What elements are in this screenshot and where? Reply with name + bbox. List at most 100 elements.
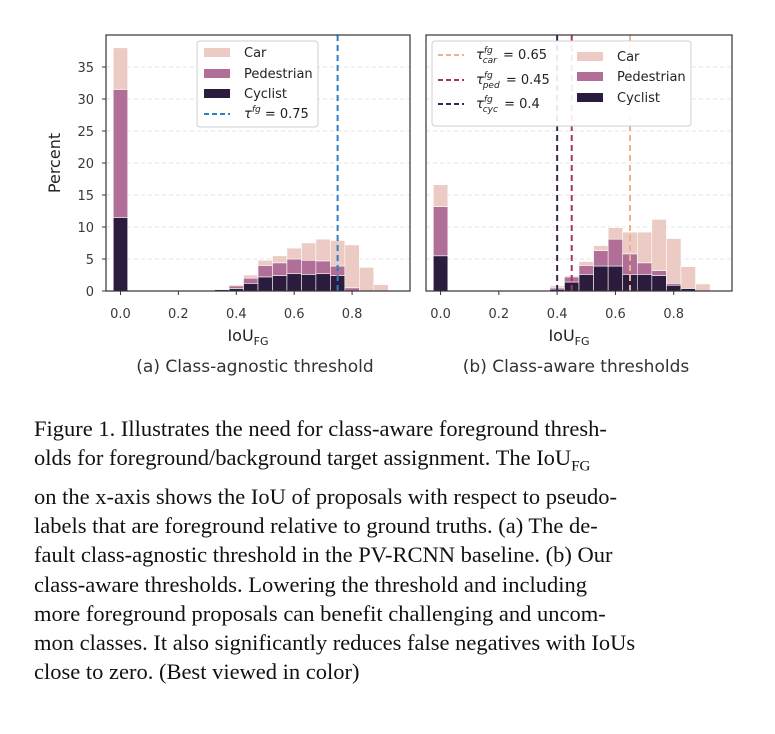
- bar-pedestrian: [215, 289, 229, 290]
- y-tick-label: 20: [77, 157, 94, 172]
- caption-line-5: fault class-agnostic threshold in the PV…: [34, 540, 742, 569]
- bar-car: [330, 240, 344, 266]
- x-tick-label: 0.0: [110, 307, 131, 322]
- figure-1: 0.0 0.2 0.4 0.6 0.8 0 5 10 15 20 25 30 35 IoUFG Percen…: [0, 0, 775, 400]
- bar-car: [359, 267, 373, 291]
- legend: τfg car = 0.65 τfg ped = 0.45 τfg cyc = 0.4 Ca…: [432, 41, 691, 126]
- bar-cyclist: [594, 266, 609, 291]
- bar-cyclist: [637, 274, 652, 291]
- caption-math-iou: IoU: [536, 445, 571, 470]
- bar-pedestrian: [287, 259, 301, 274]
- figure-caption: Figure 1. Illustrates the need for class…: [34, 414, 742, 686]
- legend-label-car: Car: [617, 50, 640, 65]
- x-tick-label: 0.0: [430, 307, 451, 322]
- x-axis-label: IoUFG: [227, 326, 268, 348]
- bar-car: [681, 267, 696, 289]
- bar-cyclist: [113, 217, 127, 291]
- bar-pedestrian: [594, 251, 609, 266]
- caption-line-1: Figure 1. Illustrates the need for class…: [34, 414, 742, 443]
- bar-car: [579, 262, 594, 266]
- y-axis-label: Percent: [45, 133, 64, 193]
- panel-b: 0.0 0.2 0.4 0.6 0.8 IoUFG (b) Class-aware thre…: [426, 35, 732, 377]
- bar-car: [272, 256, 286, 263]
- bar-cyclist: [258, 277, 272, 291]
- caption-line-8: mon classes. It also significantly reduc…: [34, 628, 742, 657]
- caption-line-3: on the x-axis shows the IoU of proposals…: [34, 482, 742, 511]
- caption-line-2: olds for foreground/background target as…: [34, 443, 742, 482]
- bar-cyclist: [301, 274, 315, 291]
- y-tick-label: 10: [77, 221, 94, 236]
- caption-math-sub: FG: [571, 459, 590, 475]
- bar-cyclist: [608, 266, 623, 291]
- legend-label-pedestrian: Pedestrian: [244, 67, 313, 82]
- bar-car: [301, 243, 315, 260]
- bar-car: [258, 260, 272, 265]
- bar-cyclist: [316, 274, 330, 291]
- bar-pedestrian: [579, 265, 594, 274]
- x-tick-label: 0.4: [547, 307, 568, 322]
- x-tick-label: 0.2: [168, 307, 189, 322]
- bar-pedestrian: [244, 278, 258, 283]
- bar-car: [345, 245, 359, 288]
- y-tick-label: 25: [77, 125, 94, 140]
- x-axis-label: IoUFG: [548, 326, 589, 348]
- bar-car: [316, 239, 330, 261]
- bar-cyclist: [433, 256, 448, 291]
- caption-line-9: close to zero. (Best viewed in color): [34, 657, 742, 686]
- bar-pedestrian: [113, 89, 127, 217]
- y-tick-label: 15: [77, 189, 94, 204]
- x-tick-label: 0.4: [226, 307, 247, 322]
- x-tick-label: 0.8: [342, 307, 363, 322]
- bar-cyclist: [244, 283, 258, 291]
- bar-cyclist: [272, 276, 286, 291]
- bar-pedestrian: [652, 271, 667, 276]
- legend-swatch-cyclist: [204, 89, 230, 98]
- bar-car: [696, 284, 711, 291]
- bar-pedestrian: [301, 260, 315, 274]
- bar-cyclist: [652, 276, 667, 291]
- caption-line-2-text: olds for foreground/background target as…: [34, 445, 536, 470]
- legend-label-car: Car: [244, 46, 267, 61]
- bar-car: [113, 48, 127, 90]
- caption-line-4: labels that are foreground relative to g…: [34, 511, 742, 540]
- bar-pedestrian: [637, 263, 652, 275]
- legend-swatch-car: [204, 48, 230, 57]
- bar-car: [594, 246, 609, 251]
- legend-label-cyclist: Cyclist: [617, 91, 660, 106]
- x-tick-label: 0.8: [663, 307, 684, 322]
- y-tick-label: 5: [86, 253, 94, 268]
- x-tick-label: 0.6: [284, 307, 305, 322]
- legend-swatch-pedestrian: [204, 69, 230, 78]
- legend-swatch-pedestrian: [577, 72, 603, 81]
- bar-pedestrian: [272, 263, 286, 276]
- legend-swatch-cyclist: [577, 93, 603, 102]
- bar-car: [287, 248, 301, 259]
- bar-car: [637, 232, 652, 263]
- bar-cyclist: [287, 274, 301, 291]
- y-tick-label: 0: [86, 285, 94, 300]
- bar-car: [374, 285, 388, 291]
- bar-cyclist: [579, 274, 594, 291]
- bar-pedestrian: [316, 261, 330, 274]
- bar-car: [229, 285, 243, 286]
- y-tick-label: 30: [77, 93, 94, 108]
- bar-pedestrian: [433, 207, 448, 256]
- panel-a: 0.0 0.2 0.4 0.6 0.8 0 5 10 15 20 25 30 35 IoUFG Percen…: [45, 35, 410, 377]
- x-tick-label: 0.2: [489, 307, 510, 322]
- legend-label-pedestrian: Pedestrian: [617, 70, 686, 85]
- legend: Car Pedestrian Cyclist τfg = 0.75: [197, 41, 318, 127]
- caption-line-6: class-aware thresholds. Lowering the thr…: [34, 570, 742, 599]
- bar-car: [244, 275, 258, 278]
- legend-swatch-car: [577, 52, 603, 61]
- bar-pedestrian: [608, 239, 623, 266]
- panel-caption: (a) Class-agnostic threshold: [136, 357, 373, 377]
- bar-car: [608, 228, 623, 240]
- legend-label-cyclist: Cyclist: [244, 87, 287, 102]
- bar-cyclist: [666, 285, 681, 291]
- bar-car: [433, 185, 448, 207]
- bar-car: [666, 239, 681, 284]
- x-tick-label: 0.6: [605, 307, 626, 322]
- panel-caption: (b) Class-aware thresholds: [463, 357, 690, 377]
- bar-pedestrian: [229, 286, 243, 289]
- bar-car: [652, 219, 667, 270]
